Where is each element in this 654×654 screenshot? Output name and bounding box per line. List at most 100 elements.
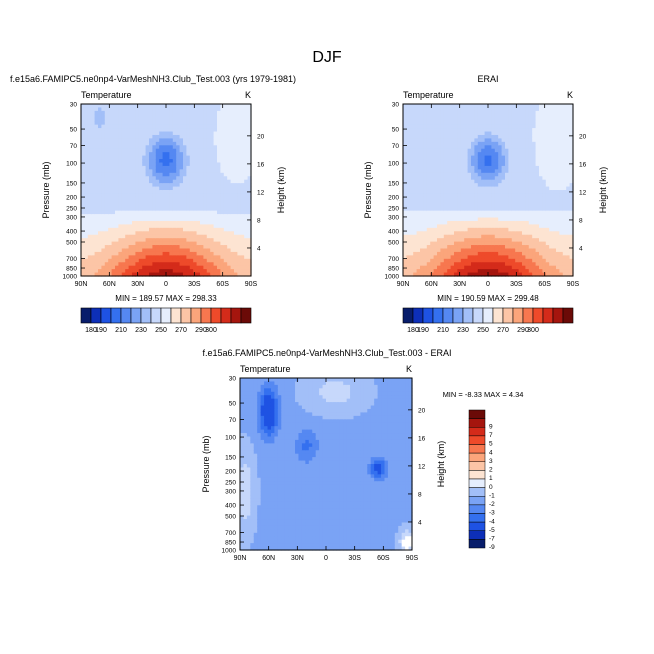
field-cell [420, 114, 424, 119]
field-cell [467, 214, 472, 219]
field-cell [230, 262, 235, 267]
field-cell [196, 251, 201, 256]
field-cell [433, 121, 438, 126]
panel-model-ylabel: Pressure (mb) [41, 161, 51, 218]
field-cell [172, 238, 177, 243]
field-cell [152, 134, 157, 139]
field-cell [145, 148, 150, 153]
field-cell [169, 258, 174, 263]
field-cell [152, 145, 157, 150]
field-cell [84, 258, 89, 263]
field-cell [437, 231, 441, 236]
field-cell [403, 269, 407, 274]
field-cell [457, 227, 462, 232]
field-cell [108, 179, 113, 184]
field-cell [169, 179, 174, 184]
field-cell [406, 269, 411, 274]
field-cell [217, 121, 221, 126]
field-cell [138, 238, 143, 243]
field-cell [196, 190, 201, 195]
field-cell [121, 190, 126, 195]
field-cell [420, 265, 424, 270]
field-cell [87, 162, 92, 167]
field-cell [240, 214, 245, 219]
field-cell [237, 265, 242, 270]
field-cell [413, 200, 418, 205]
field-cell [172, 176, 177, 181]
field-cell [420, 251, 424, 256]
field-cell [166, 169, 170, 174]
field-cell [440, 217, 445, 222]
field-cell [437, 193, 441, 198]
field-cell [440, 265, 445, 270]
field-cell [145, 176, 150, 181]
field-cell [237, 131, 242, 136]
field-cell [128, 220, 133, 225]
field-cell [467, 258, 472, 263]
field-cell [413, 104, 418, 109]
field-cell [223, 104, 228, 109]
field-cell [121, 165, 126, 170]
field-cell [223, 138, 228, 143]
field-cell [152, 124, 157, 129]
field-cell [101, 186, 106, 191]
field-cell [416, 162, 421, 167]
field-cell [135, 145, 140, 150]
field-cell [176, 196, 181, 201]
field-cell [104, 148, 109, 153]
field-cell [108, 104, 113, 109]
field-cell [406, 138, 411, 143]
field-cell [152, 207, 157, 212]
field-cell [494, 124, 499, 129]
field-cell [115, 176, 119, 181]
field-cell [196, 220, 201, 225]
field-cell [166, 110, 170, 115]
field-cell [200, 145, 204, 150]
field-cell [230, 124, 235, 129]
field-cell [138, 183, 143, 188]
field-cell [460, 262, 465, 267]
field-cell [162, 203, 167, 208]
field-cell [426, 165, 431, 170]
field-cell [135, 172, 140, 177]
field-cell [138, 131, 143, 136]
field-cell [443, 114, 448, 119]
field-cell [230, 152, 235, 157]
field-cell [420, 214, 424, 219]
field-cell [454, 152, 458, 157]
panel-model-stats: MIN = 189.57 MAX = 298.33 [115, 294, 217, 303]
colorbar-label: 270 [175, 327, 187, 334]
field-cell [403, 172, 407, 177]
field-cell [494, 155, 499, 160]
field-cell [125, 179, 130, 184]
field-cell [457, 265, 462, 270]
field-cell [189, 251, 194, 256]
field-cell [186, 207, 191, 212]
field-cell [196, 176, 201, 181]
field-cell [220, 172, 225, 177]
field-cell [179, 165, 184, 170]
field-cell [443, 217, 448, 222]
field-cell [172, 231, 177, 236]
field-cell [98, 114, 102, 119]
field-cell [440, 145, 445, 150]
field-cell [176, 214, 181, 219]
field-cell [206, 155, 211, 160]
field-cell [176, 203, 181, 208]
field-cell [91, 155, 96, 160]
field-cell [138, 152, 143, 157]
field-cell [213, 203, 218, 208]
field-cell [176, 104, 181, 109]
field-cell [104, 155, 109, 160]
field-cell [104, 200, 109, 205]
field-cell [81, 234, 85, 239]
field-cell [454, 176, 458, 181]
field-cell [406, 114, 411, 119]
field-cell [87, 183, 92, 188]
field-cell [101, 238, 106, 243]
field-cell [430, 262, 435, 267]
field-cell [223, 196, 228, 201]
field-cell [457, 131, 462, 136]
field-cell [460, 241, 465, 246]
field-cell [94, 258, 99, 263]
